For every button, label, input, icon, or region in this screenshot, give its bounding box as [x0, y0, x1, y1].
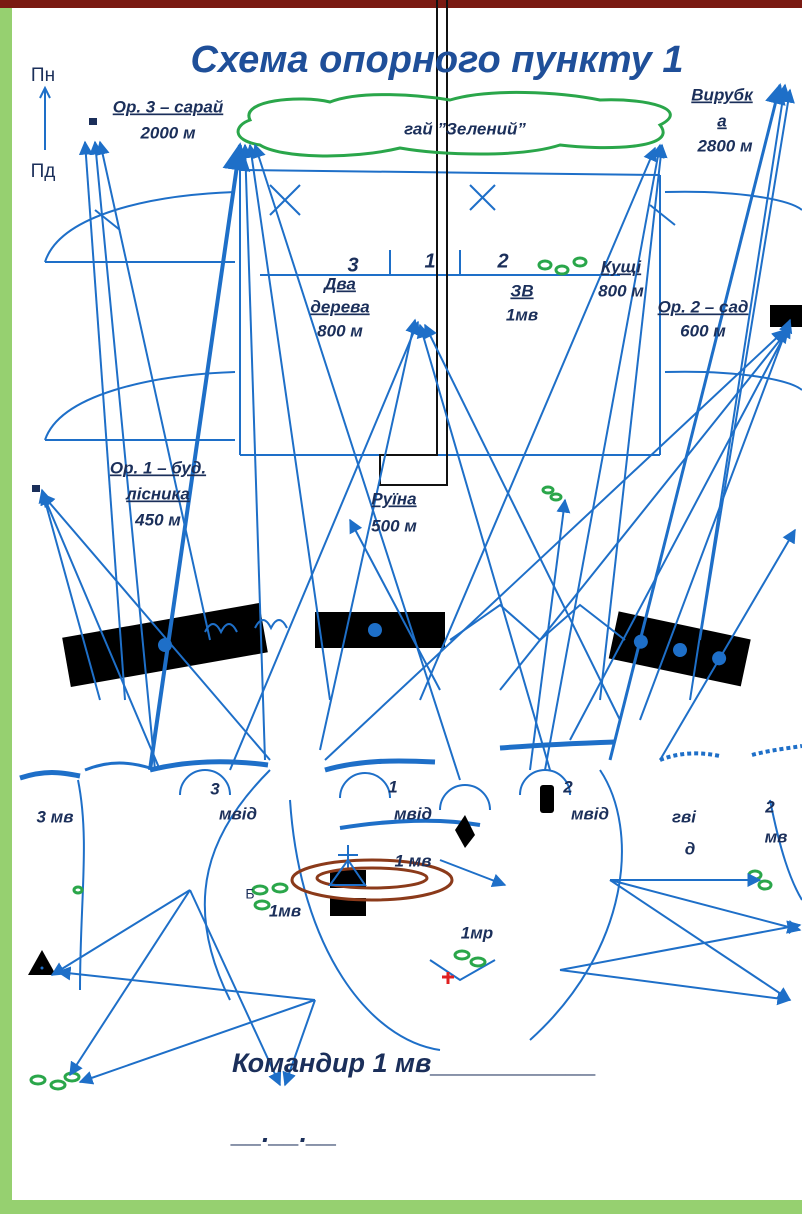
landmark-name: а — [717, 111, 726, 130]
position-label: 1мв — [506, 305, 538, 324]
unit-label: 2 — [562, 777, 573, 796]
unit-label: 1мв — [269, 901, 301, 920]
landmark-name: лісника — [125, 484, 190, 503]
unit-label: 2 — [764, 797, 775, 816]
unit-label: 1мр — [461, 923, 493, 942]
title: Схема опорного пункту 1 — [191, 39, 684, 81]
top-strip — [0, 0, 802, 8]
landmark-name: Ор. 1 – буд. — [110, 458, 206, 477]
unit-label: мвід — [219, 804, 257, 823]
date: __.__.__ — [230, 1118, 337, 1148]
grove-label: гай ”Зелений” — [404, 119, 526, 138]
landmark-distance: 2000 м — [139, 123, 196, 142]
sector-label: 3 — [347, 254, 358, 276]
unit-label: д — [685, 839, 696, 858]
map-symbol — [770, 305, 802, 327]
unit-label: мв — [765, 827, 788, 846]
scheme: Схема опорного пункту 1 Пн Пд Ор. 3 – са… — [0, 0, 802, 1214]
unit-label: 1 мв — [394, 851, 431, 870]
landmark-name: Кущі — [601, 257, 643, 276]
map-symbol — [89, 118, 97, 125]
signature: Командир 1 мв___________ — [232, 1048, 597, 1078]
unit-label: 3 мв — [36, 807, 73, 826]
page: {"title": "Схема опорного пункту 1", "co… — [0, 0, 802, 1214]
landmark-name: Руїна — [371, 489, 416, 508]
unit-label: гві — [672, 807, 697, 826]
map-symbol — [41, 967, 44, 970]
unit-label: 3 — [210, 779, 220, 798]
compass-south: Пд — [31, 161, 56, 182]
landmark-name: дерева — [310, 297, 369, 316]
compass-north: Пн — [31, 65, 55, 86]
unit-label: 1 — [388, 777, 397, 796]
unit-label: мвід — [394, 804, 432, 823]
sector-label: 2 — [496, 250, 508, 272]
landmark-name: Два — [322, 274, 356, 293]
landmark-distance: 450 м — [134, 510, 181, 529]
sector-label: 1 — [424, 250, 435, 272]
map-symbol — [329, 624, 341, 636]
landmark-distance: 500 м — [371, 516, 417, 535]
landmark-distance: 2800 м — [696, 136, 753, 155]
landmark-distance: 800 м — [317, 321, 363, 340]
position-label: ЗВ — [510, 281, 533, 300]
map-symbol — [32, 485, 40, 492]
map-symbol — [368, 623, 382, 637]
unit-label: мвід — [571, 804, 609, 823]
landmark-name: Ор. 3 – сарай — [113, 97, 224, 116]
landmark-distance: 600 м — [680, 321, 726, 340]
landmark-name: Ор. 2 – сад — [658, 297, 749, 316]
unit-label: Б — [245, 886, 254, 902]
landmark-name: Вирубк — [691, 85, 754, 104]
landmark-distance: 800 м — [598, 281, 644, 300]
map-symbol — [540, 785, 554, 813]
